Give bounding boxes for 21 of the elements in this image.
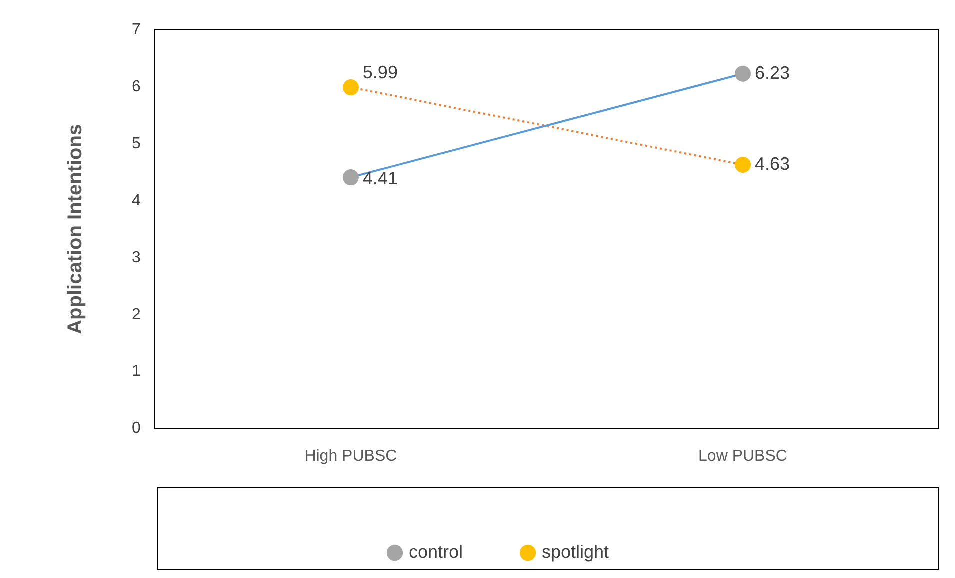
x-tick-label: Low PUBSC [698, 448, 788, 465]
point [734, 66, 751, 82]
data-label: 5.99 [362, 62, 398, 83]
y-axis-title: Application Intentions [64, 124, 87, 334]
y-tick-label: 2 [132, 306, 141, 324]
x-tick-label: High PUBSC [304, 448, 398, 465]
point [342, 170, 359, 186]
y-tick-label: 6 [132, 78, 141, 96]
data-label: 6.23 [754, 62, 790, 83]
legend-label: control [408, 542, 463, 562]
y-tick-label: 1 [132, 363, 141, 380]
y-tick-label: 4 [132, 192, 141, 210]
point [342, 80, 359, 96]
data-label: 4.63 [754, 154, 790, 174]
data-label: 4.41 [362, 168, 398, 189]
y-tick-label: 5 [132, 135, 141, 152]
y-tick-label: 0 [132, 420, 141, 438]
point [734, 157, 751, 174]
legend-label: spotlight [542, 542, 610, 562]
y-tick-label: 7 [132, 21, 141, 38]
y-tick-label: 3 [132, 249, 141, 266]
